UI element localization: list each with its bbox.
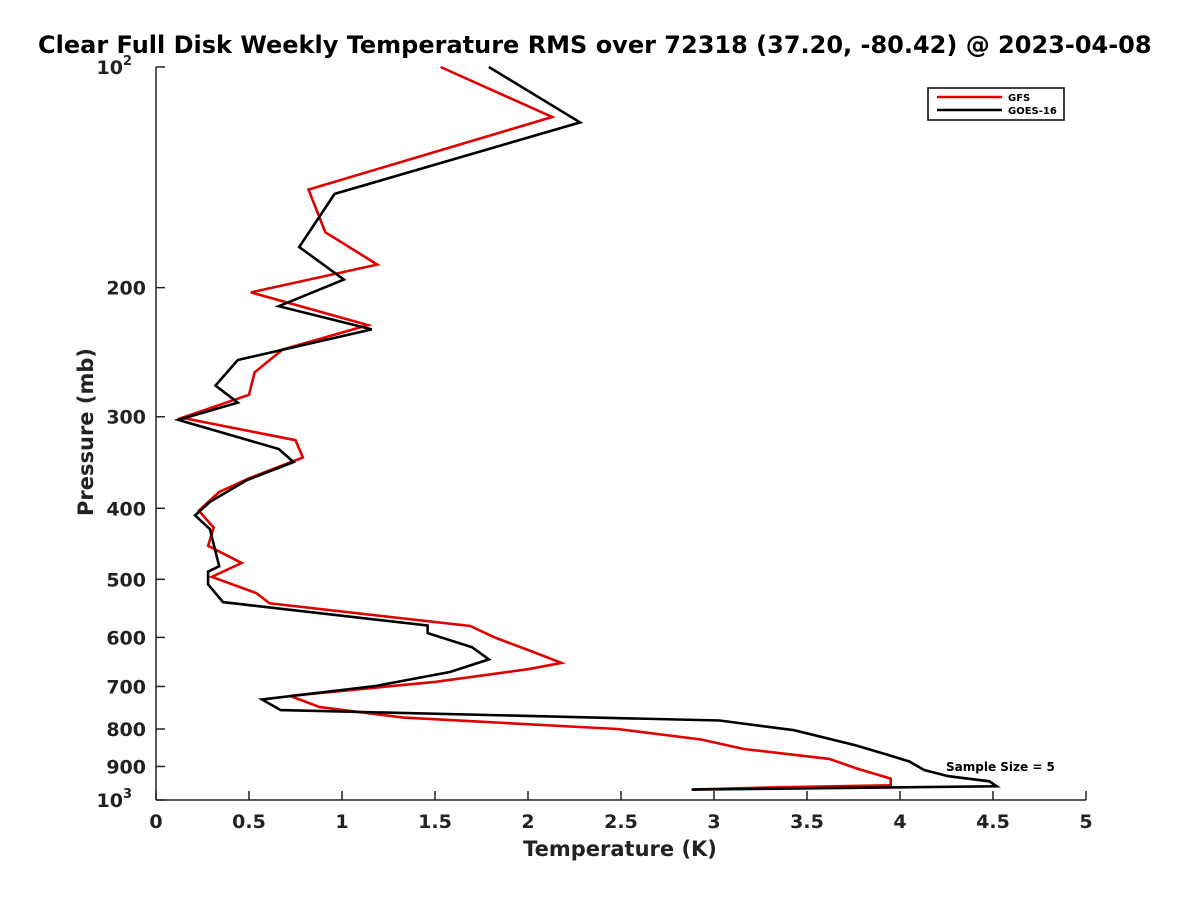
- chart-title: Clear Full Disk Weekly Temperature RMS o…: [38, 31, 1152, 59]
- x-tick-label: 4.5: [976, 811, 1010, 833]
- y-axis-label: Pressure (mb): [74, 348, 98, 516]
- legend-label-gfs: GFS: [1008, 93, 1030, 104]
- x-axis-ticks: 0 0.5 1 1.5 2 2.5 3 3.5 4 4.5 5: [149, 791, 1093, 833]
- y-tick-label: 500: [106, 569, 146, 591]
- legend-label-goes-16: GOES-16: [1008, 106, 1057, 117]
- x-tick-label: 1: [335, 811, 348, 833]
- x-tick-label: 0: [149, 811, 162, 833]
- x-tick-label: 4: [893, 811, 906, 833]
- y-tick-label: 700: [106, 676, 146, 698]
- y-tick-label: 400: [106, 498, 146, 520]
- y-tick-label: 102: [97, 54, 133, 79]
- y-tick-label: 600: [106, 627, 146, 649]
- y-tick-label: 800: [106, 719, 146, 741]
- legend-box: [927, 87, 1065, 121]
- x-axis-label: Temperature (K): [523, 837, 717, 861]
- x-tick-label: 3.5: [790, 811, 824, 833]
- x-tick-label: 0.5: [232, 811, 266, 833]
- legend: GFS GOES-16: [927, 87, 1065, 121]
- x-tick-label: 2: [521, 811, 534, 833]
- series-line-goes-16: [173, 65, 1001, 791]
- x-tick-label: 1.5: [418, 811, 452, 833]
- series-line-gfs: [177, 65, 892, 791]
- series-layer: [173, 65, 1001, 791]
- y-tick-label: 900: [106, 756, 146, 778]
- y-tick-label: 103: [97, 787, 133, 812]
- plot-axes: [155, 67, 1086, 801]
- y-tick-label: 200: [106, 278, 146, 300]
- sample-size-annotation: Sample Size = 5: [946, 760, 1055, 774]
- x-tick-label: 2.5: [604, 811, 638, 833]
- x-tick-label: 5: [1079, 811, 1092, 833]
- y-tick-label: 300: [106, 407, 146, 429]
- y-axis-ticks: 102 200 300 400 500 600 700 800 900 103: [97, 54, 165, 812]
- x-tick-label: 3: [707, 811, 720, 833]
